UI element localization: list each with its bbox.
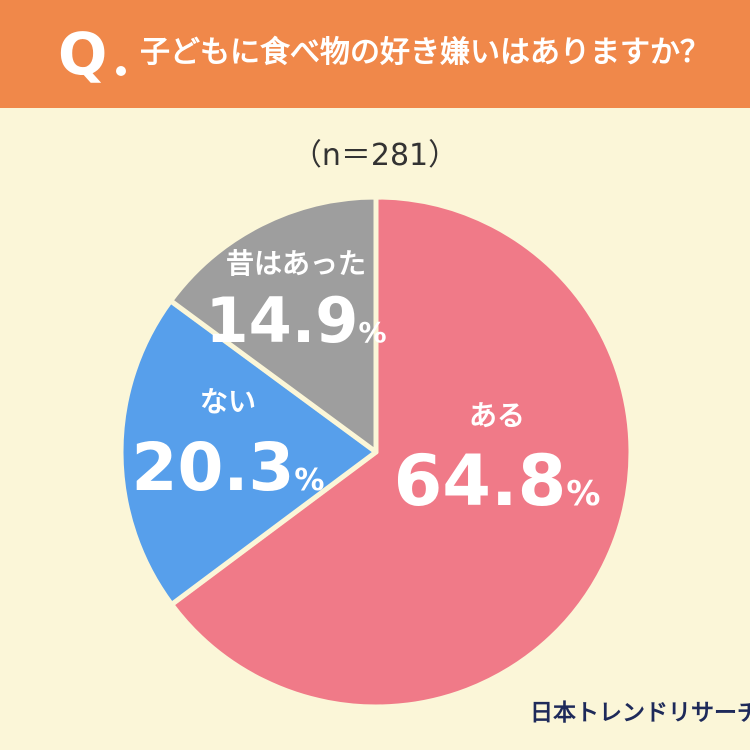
pie-slice-3	[168, 194, 379, 455]
brand-logo-text: 日本トレンドリサーチ	[530, 700, 750, 726]
q-dot-icon	[116, 66, 126, 76]
question-header: Q 子どもに食べ物の好き嫌いはありますか？	[0, 0, 750, 108]
pie-slice-1	[169, 194, 634, 710]
slice-value-1: 64.8%	[394, 440, 601, 522]
slice-value-2: 20.3%	[132, 429, 325, 506]
pie-slice-2	[118, 298, 379, 607]
question-text: 子どもに食べ物の好き嫌いはありますか？	[140, 35, 710, 70]
q-mark: Q	[58, 20, 108, 88]
sample-size-note: （n＝281）	[291, 138, 459, 173]
slice-label-2: ない	[200, 385, 256, 418]
slice-label-1: ある	[469, 399, 525, 432]
slice-label-3: 昔はあった	[226, 247, 366, 280]
slice-value-3: 14.9%	[205, 284, 386, 357]
